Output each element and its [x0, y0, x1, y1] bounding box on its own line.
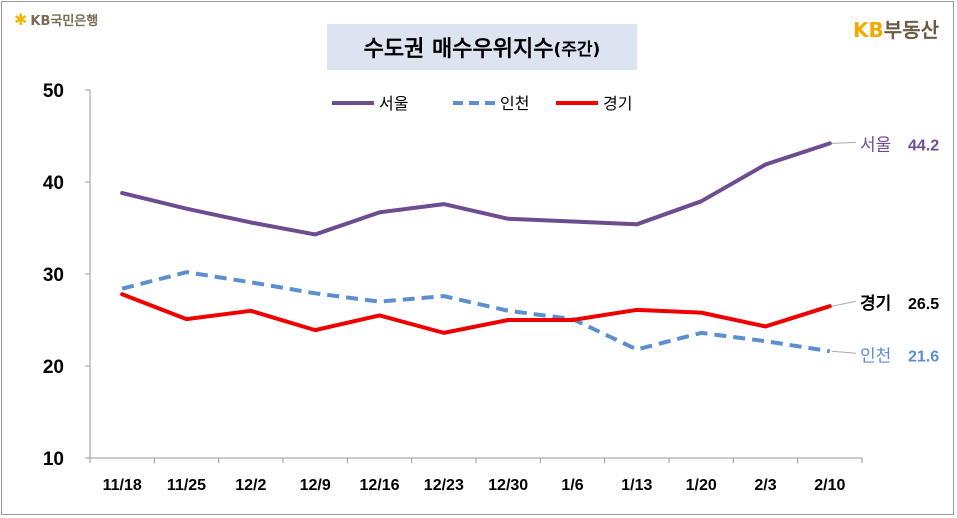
series-line-1	[121, 270, 831, 354]
chart-title-suffix: (주간)	[553, 39, 601, 60]
end-label-name: 인천	[860, 346, 891, 366]
x-tick-label: 1/6	[561, 477, 583, 494]
end-label-leader	[831, 350, 857, 354]
end-label-value: 44.2	[908, 137, 939, 154]
x-tick-label: 12/23	[424, 477, 464, 494]
x-tick-label: 2/3	[754, 477, 776, 494]
x-tick-label: 12/2	[235, 477, 266, 494]
brand-name: 부동산	[883, 18, 939, 42]
x-tick-label: 12/30	[488, 477, 528, 494]
y-tick-label: 40	[43, 173, 64, 194]
x-tick-label: 2/10	[814, 477, 845, 494]
brand-kb: KB	[853, 18, 884, 42]
chart-title-box: 수도권 매수우위지수 (주간)	[327, 24, 637, 70]
x-tick-label: 1/13	[621, 477, 652, 494]
kb-bank-logo-text: KB국민은행	[30, 14, 99, 29]
series-line-0	[120, 141, 832, 237]
x-tick-label: 12/9	[300, 477, 331, 494]
y-tick-label: 50	[43, 81, 64, 102]
end-label-value: 21.6	[908, 348, 939, 365]
end-label-value: 26.5	[908, 296, 939, 313]
end-label-leader	[831, 141, 857, 144]
end-label-leader	[831, 300, 857, 307]
x-tick-label: 11/18	[103, 477, 142, 494]
kb-bank-logo: ✱ KB국민은행	[14, 10, 98, 29]
x-tick-label: 12/16	[359, 477, 399, 494]
y-tick-label: 10	[43, 449, 64, 470]
chart-title: 수도권 매수우위지수	[363, 37, 554, 62]
legend-label: 서울	[379, 94, 408, 113]
y-tick-label: 30	[43, 265, 64, 286]
legend-label: 경기	[603, 94, 632, 113]
x-tick-label: 1/20	[686, 477, 717, 494]
kb-real-estate-brand: KB부동산	[853, 14, 939, 43]
x-tick-label: 11/25	[167, 477, 206, 494]
kb-star-icon: ✱	[14, 10, 28, 29]
y-tick-label: 20	[43, 357, 64, 378]
series-line-2	[120, 292, 832, 335]
end-label-name: 경기	[860, 294, 891, 314]
legend-label: 인천	[500, 94, 529, 113]
end-label-name: 서울	[860, 135, 891, 155]
